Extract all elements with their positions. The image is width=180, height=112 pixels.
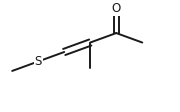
- Text: O: O: [112, 2, 121, 15]
- Text: S: S: [35, 55, 42, 68]
